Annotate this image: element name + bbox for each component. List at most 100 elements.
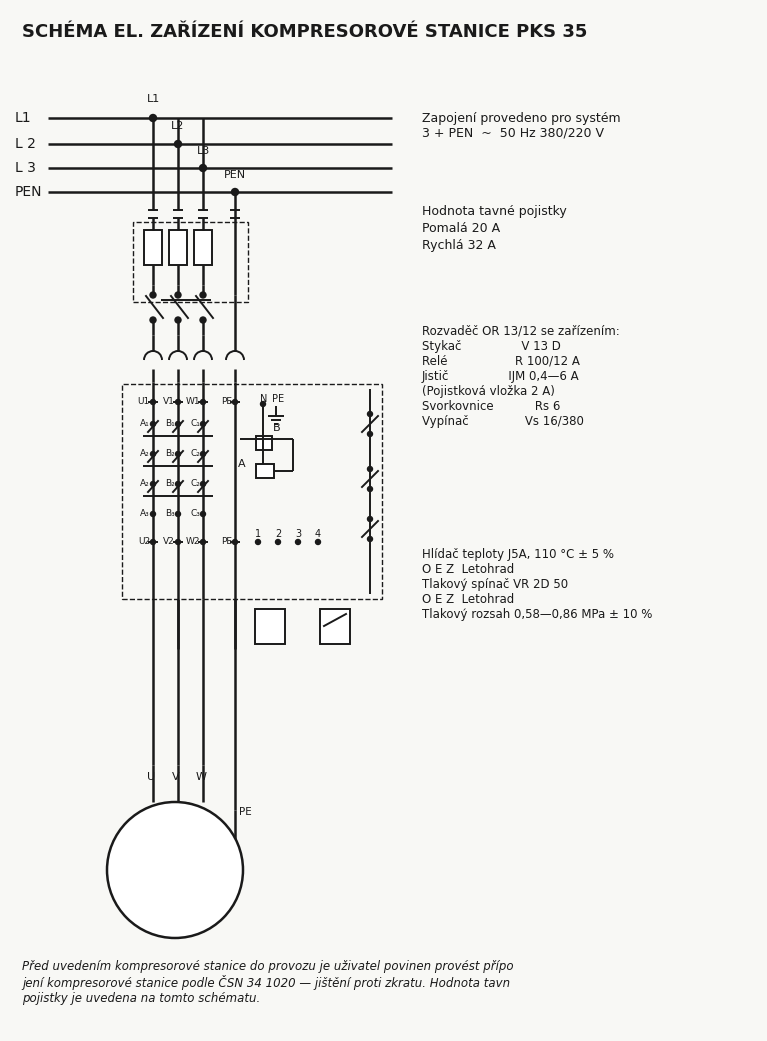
Text: Zapojení provedeno pro systém
3 + PEN  ~  50 Hz 380/220 V: Zapojení provedeno pro systém 3 + PEN ~ … xyxy=(422,112,621,139)
Circle shape xyxy=(232,188,239,196)
Text: Rozvaděč OR 13/12 se zařízením:: Rozvaděč OR 13/12 se zařízením: xyxy=(422,325,620,338)
Text: Rychlá 32 A: Rychlá 32 A xyxy=(422,239,496,252)
Text: Stykač                V 13 D: Stykač V 13 D xyxy=(422,340,561,353)
Text: A₂: A₂ xyxy=(140,450,150,458)
Text: Vypínač               Vs 16/380: Vypínač Vs 16/380 xyxy=(422,415,584,428)
Text: SCHÉMA EL. ZAŘÍZENÍ KOMPRESOROVÉ STANICE PKS 35: SCHÉMA EL. ZAŘÍZENÍ KOMPRESOROVÉ STANICE… xyxy=(22,23,588,41)
Bar xyxy=(122,384,382,599)
Circle shape xyxy=(200,400,206,405)
Text: U2: U2 xyxy=(138,537,150,547)
Text: Tlakový spínač VR 2D 50: Tlakový spínač VR 2D 50 xyxy=(422,578,568,591)
Bar xyxy=(320,609,350,644)
Circle shape xyxy=(232,539,238,544)
Text: PE: PE xyxy=(239,807,252,817)
Text: A: A xyxy=(239,459,246,469)
Circle shape xyxy=(107,802,243,938)
Text: A₂: A₂ xyxy=(140,480,150,488)
Bar xyxy=(256,464,274,478)
Circle shape xyxy=(176,422,180,427)
Text: PEN: PEN xyxy=(224,170,246,180)
Circle shape xyxy=(176,482,180,486)
Circle shape xyxy=(176,539,180,544)
Text: A₃: A₃ xyxy=(140,509,150,518)
Text: (Pojistková vložka 2 A): (Pojistková vložka 2 A) xyxy=(422,385,555,398)
Text: M∼50Hz
5,5 kW: M∼50Hz 5,5 kW xyxy=(146,855,205,885)
Bar xyxy=(256,436,272,450)
Text: U1: U1 xyxy=(138,398,150,406)
Text: 1: 1 xyxy=(255,529,261,539)
Text: W: W xyxy=(196,772,206,782)
Text: Relé                  R 100/12 A: Relé R 100/12 A xyxy=(422,355,580,369)
Circle shape xyxy=(176,511,180,516)
Circle shape xyxy=(200,318,206,323)
Text: C₂: C₂ xyxy=(190,480,200,488)
Text: L3: L3 xyxy=(196,146,209,156)
Circle shape xyxy=(175,141,182,148)
Text: 2: 2 xyxy=(275,529,281,539)
Circle shape xyxy=(255,539,261,544)
Circle shape xyxy=(367,466,373,472)
Text: L 3: L 3 xyxy=(15,161,36,175)
Text: V: V xyxy=(172,772,179,782)
Bar xyxy=(169,230,187,265)
Text: A₁: A₁ xyxy=(140,420,150,429)
Text: O E Z  Letohrad: O E Z Letohrad xyxy=(422,563,514,576)
Text: Hodnota tavné pojistky: Hodnota tavné pojistky xyxy=(422,205,567,218)
Circle shape xyxy=(367,432,373,436)
Circle shape xyxy=(150,400,156,405)
Text: L2: L2 xyxy=(171,121,185,131)
Circle shape xyxy=(176,400,180,405)
Text: Jistič                IJM 0,4—6 A: Jistič IJM 0,4—6 A xyxy=(422,370,580,383)
Text: B₁: B₁ xyxy=(165,420,175,429)
Text: C₁: C₁ xyxy=(190,420,200,429)
Circle shape xyxy=(367,411,373,416)
Text: PE: PE xyxy=(272,393,284,404)
Circle shape xyxy=(261,402,265,406)
Bar xyxy=(194,230,212,265)
Text: C₃: C₃ xyxy=(190,509,200,518)
Circle shape xyxy=(176,452,180,457)
Bar xyxy=(133,222,248,302)
Text: V2: V2 xyxy=(163,537,175,547)
Text: L1: L1 xyxy=(15,111,31,125)
Circle shape xyxy=(232,400,238,405)
Circle shape xyxy=(200,291,206,298)
Circle shape xyxy=(367,536,373,541)
Text: PEN: PEN xyxy=(15,185,42,199)
Bar xyxy=(255,609,285,644)
Circle shape xyxy=(200,452,206,457)
Text: Pomalá 20 A: Pomalá 20 A xyxy=(422,222,500,235)
Text: W2: W2 xyxy=(186,537,200,547)
Circle shape xyxy=(150,539,156,544)
Circle shape xyxy=(150,482,156,486)
Bar xyxy=(144,230,162,265)
Circle shape xyxy=(200,422,206,427)
Circle shape xyxy=(150,115,156,122)
Text: 4: 4 xyxy=(315,529,321,539)
Text: PE: PE xyxy=(221,537,232,547)
Text: Svorkovnice           Rs 6: Svorkovnice Rs 6 xyxy=(422,400,561,413)
Text: 3: 3 xyxy=(295,529,301,539)
Text: W1: W1 xyxy=(186,398,200,406)
Circle shape xyxy=(367,516,373,522)
Circle shape xyxy=(315,539,321,544)
Circle shape xyxy=(150,452,156,457)
Text: B: B xyxy=(273,423,281,433)
Text: U: U xyxy=(147,772,155,782)
Text: B₂: B₂ xyxy=(165,480,175,488)
Circle shape xyxy=(199,164,206,172)
Circle shape xyxy=(150,422,156,427)
Circle shape xyxy=(295,539,301,544)
Text: Před uvedením kompresorové stanice do provozu je uživatel povinen provést přípo
: Před uvedením kompresorové stanice do pr… xyxy=(22,960,514,1006)
Text: O E Z  Letohrad: O E Z Letohrad xyxy=(422,593,514,606)
Circle shape xyxy=(175,318,181,323)
Text: L1: L1 xyxy=(146,94,160,104)
Text: C₂: C₂ xyxy=(190,450,200,458)
Text: PE: PE xyxy=(221,398,232,406)
Text: B₂: B₂ xyxy=(165,450,175,458)
Text: Tlakový rozsah 0,58—0,86 MPa ± 10 %: Tlakový rozsah 0,58—0,86 MPa ± 10 % xyxy=(422,608,653,621)
Circle shape xyxy=(200,482,206,486)
Circle shape xyxy=(175,291,181,298)
Circle shape xyxy=(275,539,281,544)
Text: B₃: B₃ xyxy=(165,509,175,518)
